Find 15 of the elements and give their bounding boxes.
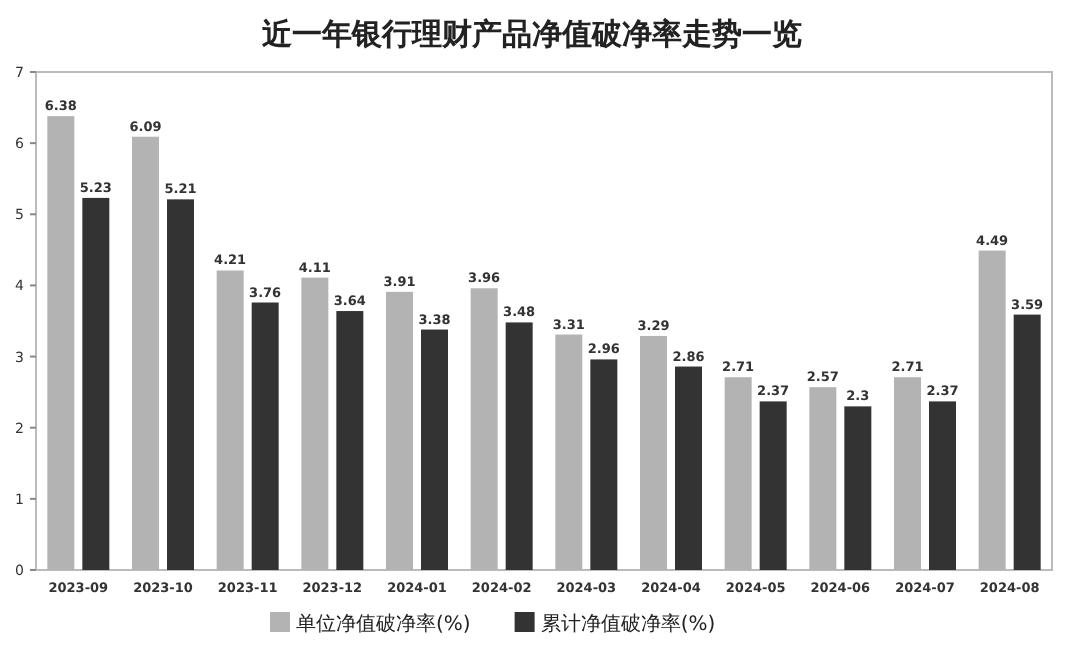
legend-label: 单位净值破净率(%): [296, 612, 471, 636]
bar: [929, 401, 956, 570]
bar: [759, 401, 787, 570]
bar: [505, 322, 533, 570]
legend-label: 累计净值破净率(%): [540, 612, 716, 636]
bar: [251, 302, 279, 570]
chart-title: 近一年银行理财产品净值破净率走势一览: [260, 16, 802, 52]
bar: [336, 311, 364, 570]
bar: [844, 406, 872, 570]
bar: [421, 329, 448, 570]
bar: [82, 197, 110, 570]
bar: [1013, 314, 1041, 570]
bar: [167, 199, 194, 570]
bar: [675, 366, 702, 570]
bar: [590, 359, 618, 570]
